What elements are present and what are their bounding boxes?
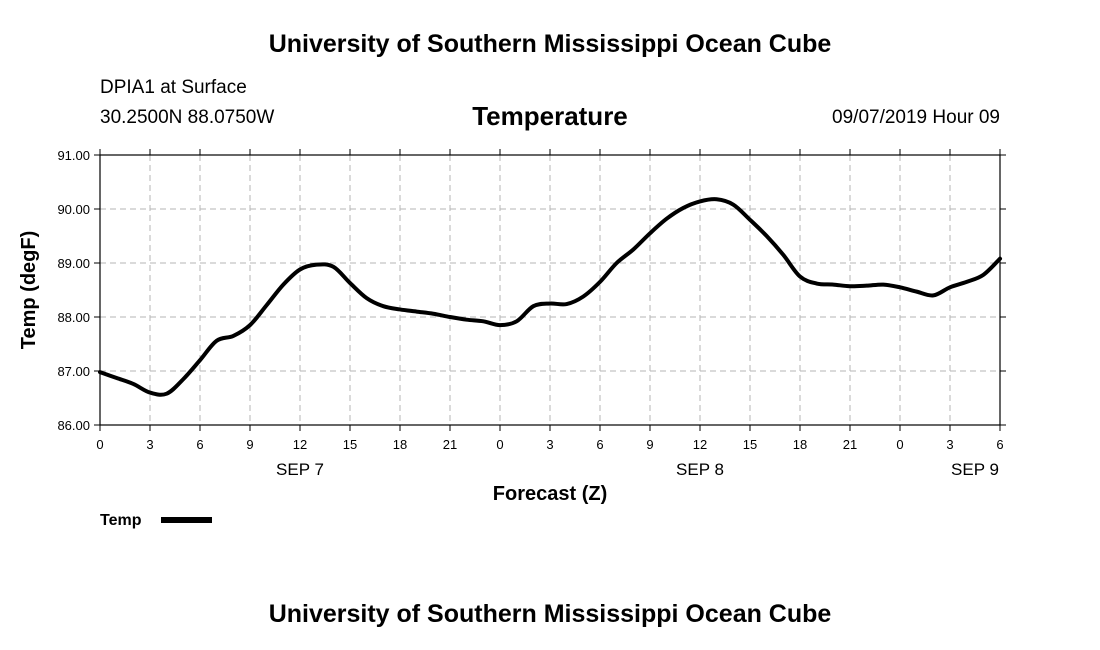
y-tick-label: 89.00 <box>57 256 90 271</box>
x-tick-label: 18 <box>793 437 807 452</box>
x-day-label: SEP 7 <box>276 460 324 479</box>
x-day-label: SEP 9 <box>951 460 999 479</box>
x-tick-label: 0 <box>896 437 903 452</box>
y-tick-label: 88.00 <box>57 310 90 325</box>
temperature-series-line <box>98 197 1002 397</box>
x-tick-label: 3 <box>946 437 953 452</box>
x-tick-label: 9 <box>246 437 253 452</box>
chart-title: Temperature <box>472 101 628 131</box>
x-tick-label: 21 <box>443 437 457 452</box>
legend: Temp <box>100 512 212 529</box>
x-tick-label: 9 <box>646 437 653 452</box>
x-tick-label: 15 <box>343 437 357 452</box>
x-tick-label: 0 <box>496 437 503 452</box>
y-tick-label: 87.00 <box>57 364 90 379</box>
x-tick-label: 18 <box>393 437 407 452</box>
grid-lines <box>100 155 1000 425</box>
axis-ticks <box>94 149 1006 431</box>
x-tick-label: 12 <box>293 437 307 452</box>
station-name: DPIA1 at Surface <box>100 77 247 98</box>
x-tick-label: 12 <box>693 437 707 452</box>
x-tick-label: 21 <box>843 437 857 452</box>
run-time: 09/07/2019 Hour 09 <box>832 107 1000 128</box>
x-day-label: SEP 8 <box>676 460 724 479</box>
x-tick-label: 0 <box>96 437 103 452</box>
header-title: University of Southern Mississippi Ocean… <box>268 30 832 58</box>
footer-title: University of Southern Mississippi Ocean… <box>268 600 832 628</box>
x-tick-label: 6 <box>196 437 203 452</box>
x-tick-label: 6 <box>996 437 1003 452</box>
x-tick-label: 3 <box>546 437 553 452</box>
x-tick-label: 3 <box>146 437 153 452</box>
x-tick-label: 6 <box>596 437 603 452</box>
y-tick-label: 91.00 <box>57 148 90 163</box>
y-tick-label: 90.00 <box>57 202 90 217</box>
y-tick-label: 86.00 <box>57 418 90 433</box>
legend-label: Temp <box>100 512 142 529</box>
station-coords: 30.2500N 88.0750W <box>100 107 275 128</box>
y-axis-title: Temp (degF) <box>18 231 40 350</box>
x-tick-label: 15 <box>743 437 757 452</box>
x-axis-title: Forecast (Z) <box>493 483 607 505</box>
axis-labels: 86.00 87.00 88.00 89.00 90.00 91.00 0 3 6 9 12 15 18… <box>57 148 1003 479</box>
